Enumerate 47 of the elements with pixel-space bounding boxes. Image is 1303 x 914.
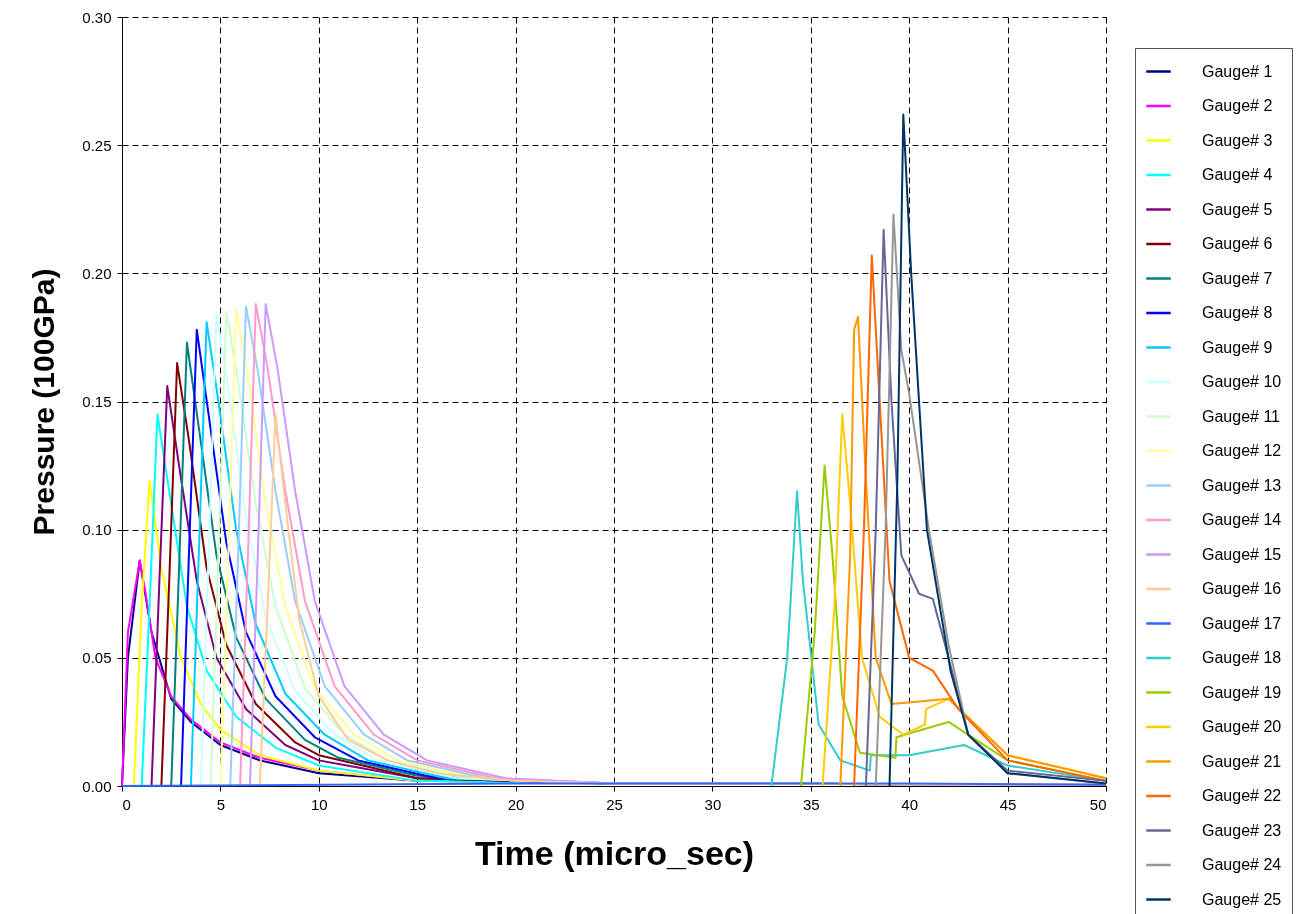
y-axis-title: Pressure (100GPa) xyxy=(27,268,61,536)
x-tick-label: 10 xyxy=(310,795,328,813)
legend-label: Gauge# 18 xyxy=(1202,649,1282,666)
legend-label: Gauge# 20 xyxy=(1202,718,1282,735)
y-tick-label: 0.30 xyxy=(82,8,112,26)
x-tick-label: 45 xyxy=(999,795,1017,813)
line-series xyxy=(888,113,1107,787)
legend-label: Gauge# 16 xyxy=(1202,580,1282,597)
legend-label: Gauge# 19 xyxy=(1202,683,1282,701)
legend-label: Gauge# 23 xyxy=(1202,821,1282,839)
legend-label: Gauge# 10 xyxy=(1202,373,1282,390)
legend-label: Gauge# 22 xyxy=(1202,787,1282,804)
legend-label: Gauge# 3 xyxy=(1202,131,1273,149)
line-series xyxy=(839,315,1107,787)
y-tick-label: 0.15 xyxy=(82,393,112,410)
y-tick-label: 0.25 xyxy=(82,136,112,154)
x-tick-label: 20 xyxy=(507,795,525,813)
x-tick-label: 40 xyxy=(901,795,919,813)
legend-label: Gauge# 17 xyxy=(1202,614,1282,632)
legend-label: Gauge# 4 xyxy=(1202,166,1273,183)
x-tick-label: 5 xyxy=(216,795,226,813)
legend-label: Gauge# 12 xyxy=(1202,442,1282,459)
legend-label: Gauge# 21 xyxy=(1202,752,1282,770)
legend-label: Gauge# 5 xyxy=(1202,200,1273,218)
legend-label: Gauge# 11 xyxy=(1202,407,1281,425)
y-tick-label: 0.05 xyxy=(82,649,112,667)
legend-label: Gauge# 24 xyxy=(1202,856,1282,873)
legend-label: Gauge# 7 xyxy=(1202,269,1273,287)
legend-label: Gauge# 2 xyxy=(1202,97,1273,114)
legend-label: Gauge# 15 xyxy=(1202,545,1282,563)
legend-label: Gauge# 9 xyxy=(1202,338,1273,356)
x-tick-label: 15 xyxy=(409,795,427,813)
x-tick-label: 25 xyxy=(606,795,623,813)
y-tick-label: 0.10 xyxy=(82,521,112,539)
legend-label: Gauge# 1 xyxy=(1202,62,1273,80)
x-tick-label: 30 xyxy=(704,795,722,813)
x-tick-label: 50 xyxy=(1089,795,1107,813)
legend-label: Gauge# 25 xyxy=(1202,890,1282,908)
legend-label: Gauge# 13 xyxy=(1202,476,1282,494)
y-tick-label: 0.20 xyxy=(82,264,112,282)
legend-label: Gauge# 6 xyxy=(1202,235,1273,252)
x-tick-label: 35 xyxy=(802,795,820,813)
x-axis-title: Time (micro_sec) xyxy=(474,833,755,872)
legend-label: Gauge# 14 xyxy=(1202,511,1282,528)
legend-label: Gauge# 8 xyxy=(1202,304,1273,321)
y-tick-label: 0.00 xyxy=(82,777,112,795)
x-tick-label: 0 xyxy=(122,795,131,813)
